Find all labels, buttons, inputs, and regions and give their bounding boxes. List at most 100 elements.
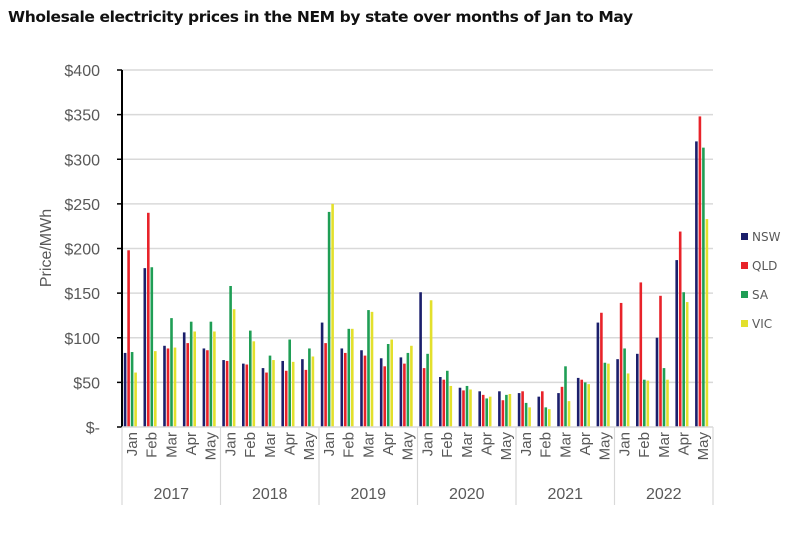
bar-vic [134, 372, 137, 427]
year-label: 2017 [153, 486, 189, 503]
bar-sa [426, 353, 429, 427]
bar-nsw [301, 359, 304, 427]
bar-vic [567, 401, 571, 427]
bar-sa [682, 292, 685, 427]
bar-sa [386, 343, 390, 427]
year-label: 2019 [350, 486, 386, 503]
bar-nsw [379, 358, 383, 427]
legend-label-sa: SA [752, 288, 769, 302]
month-label: Feb [242, 432, 259, 458]
bar-nsw [458, 387, 462, 427]
year-label: 2020 [449, 486, 485, 503]
bar-nsw [439, 377, 442, 427]
bar-sa [229, 285, 232, 427]
bar-vic [488, 396, 492, 427]
bar-vic [548, 409, 551, 427]
legend-swatch-vic [741, 320, 748, 327]
bar-vic [351, 328, 354, 427]
month-label: Jan [124, 432, 141, 456]
month-label: May [301, 432, 318, 461]
bar-qld [225, 360, 229, 427]
month-label: Mar [262, 432, 279, 458]
legend-label-vic: VIC [752, 317, 772, 331]
month-label: Mar [360, 432, 377, 458]
bar-vic [705, 219, 709, 427]
bar-sa [544, 407, 548, 427]
y-tick-label: $300 [64, 152, 100, 169]
bar-nsw [557, 393, 560, 427]
bar-qld [344, 352, 347, 427]
bar-vic [331, 203, 334, 427]
bar-vic [449, 385, 453, 427]
bar-nsw [517, 393, 521, 427]
month-label: Apr [281, 432, 298, 455]
bar-nsw [616, 359, 619, 427]
y-tick-label: $100 [64, 331, 100, 348]
bar-qld [659, 295, 662, 427]
bar-qld [186, 343, 189, 427]
bar-qld [600, 312, 603, 427]
bar-vic [685, 302, 689, 427]
bar-sa [662, 368, 666, 427]
bar-qld [481, 394, 485, 427]
bar-sa [367, 310, 370, 427]
bar-nsw [202, 348, 206, 427]
bar-qld [304, 369, 308, 427]
bar-nsw [655, 337, 659, 427]
bar-qld [127, 250, 130, 427]
legend-swatch-qld [741, 262, 748, 269]
bar-nsw [399, 357, 403, 427]
bar-qld [383, 366, 386, 427]
bar-sa [446, 370, 449, 427]
bar-vic [508, 393, 512, 427]
month-label: Feb [144, 432, 161, 458]
legend-label-qld: QLD [752, 259, 777, 273]
month-label: Jan [616, 432, 633, 456]
bar-sa [603, 362, 607, 427]
bar-qld [324, 343, 327, 427]
bar-nsw [320, 322, 324, 427]
bar-sa [308, 348, 311, 427]
month-label: May [597, 432, 614, 461]
month-label: Mar [163, 432, 180, 458]
bar-sa [347, 328, 351, 427]
bar-nsw [222, 360, 225, 427]
bar-qld [698, 116, 702, 427]
bar-qld [501, 400, 505, 427]
bar-sa [583, 382, 587, 427]
bar-nsw [695, 141, 698, 427]
bar-sa [465, 385, 469, 427]
bar-nsw [596, 322, 600, 427]
bar-qld [442, 379, 446, 427]
month-label: Mar [557, 432, 574, 458]
y-tick-label: $350 [64, 108, 100, 125]
bar-nsw [419, 292, 422, 427]
month-label: Feb [538, 432, 555, 458]
chart-title: Wholesale electricity prices in the NEM … [8, 8, 633, 26]
month-label: Feb [636, 432, 653, 458]
bar-nsw [340, 348, 344, 427]
bar-vic [252, 341, 256, 427]
month-label: May [695, 432, 712, 461]
year-label: 2022 [646, 486, 682, 503]
bar-sa [288, 339, 291, 427]
bar-sa [524, 402, 528, 427]
y-tick-label: $- [86, 420, 100, 437]
bar-vic [272, 360, 275, 427]
bar-nsw [636, 353, 639, 427]
bar-vic [469, 389, 472, 427]
bar-vic [390, 339, 393, 427]
bar-vic [370, 311, 374, 427]
month-label: Apr [675, 432, 692, 455]
y-tick-label: $250 [64, 197, 100, 214]
bar-nsw [537, 396, 541, 427]
bar-nsw [143, 268, 147, 427]
bar-nsw [182, 332, 186, 427]
y-tick-labels: $- $50 $100 $150 $200 $250 $300 $350 $400 [64, 63, 100, 437]
bar-sa [564, 366, 567, 427]
month-label: May [400, 432, 417, 461]
gridlines [122, 69, 713, 384]
y-tick-label: $50 [73, 375, 100, 392]
bar-sa [643, 379, 646, 427]
bar-vic [291, 361, 295, 427]
